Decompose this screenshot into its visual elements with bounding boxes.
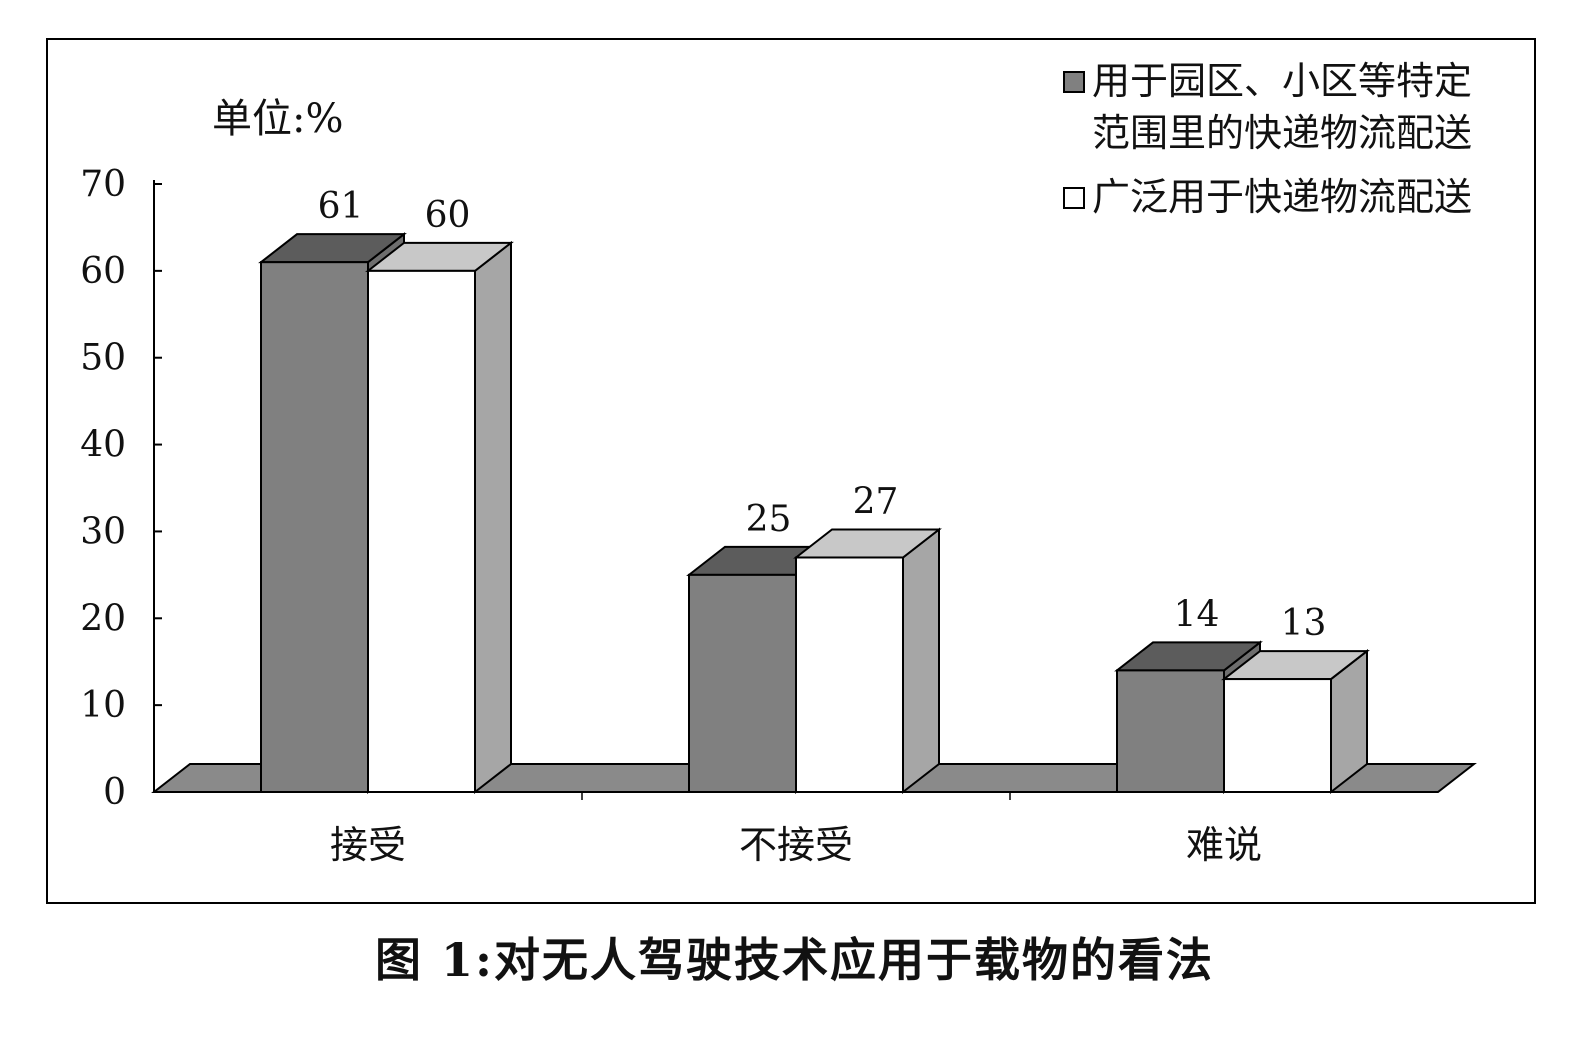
y-tick-label: 70	[80, 164, 126, 205]
y-tick-label: 20	[80, 598, 126, 639]
bar	[1223, 678, 1332, 793]
data-label: 13	[1281, 603, 1327, 644]
bar	[260, 261, 369, 793]
chart-frame: 0 10 20 30 40 50 60 70 单位:% 61 60 接受 25 27 不接受 14 13 难说 …	[46, 38, 1536, 904]
bar	[367, 269, 476, 794]
y-tick-label: 10	[80, 685, 126, 726]
legend-swatch	[1063, 187, 1085, 209]
data-label: 27	[853, 481, 899, 522]
x-tick-label: 难说	[1186, 823, 1262, 867]
unit-label: 单位:%	[212, 96, 343, 142]
legend-label: 广泛用于快递物流配送	[1092, 175, 1472, 219]
y-tick-label: 50	[80, 338, 126, 379]
x-tick-label: 接受	[330, 823, 406, 867]
legend-label: 用于园区、小区等特定	[1092, 59, 1472, 103]
figure-caption: 图 1:对无人驾驶技术应用于载物的看法	[374, 933, 1214, 987]
data-label: 61	[318, 186, 364, 227]
bar-side	[902, 527, 940, 795]
data-label: 60	[425, 195, 471, 236]
y-tick-label: 30	[80, 511, 126, 552]
data-label: 14	[1174, 594, 1220, 635]
legend-swatch	[1063, 71, 1085, 93]
y-tick-label: 60	[80, 251, 126, 292]
y-tick-label: 0	[103, 772, 126, 813]
bar-side	[474, 240, 512, 795]
x-tick-label: 不接受	[739, 823, 853, 867]
bar	[1116, 669, 1225, 794]
legend-label: 范围里的快递物流配送	[1092, 111, 1472, 155]
bar	[688, 573, 797, 793]
data-label: 25	[746, 499, 792, 540]
y-tick-label: 40	[80, 425, 126, 466]
bar	[795, 556, 904, 793]
